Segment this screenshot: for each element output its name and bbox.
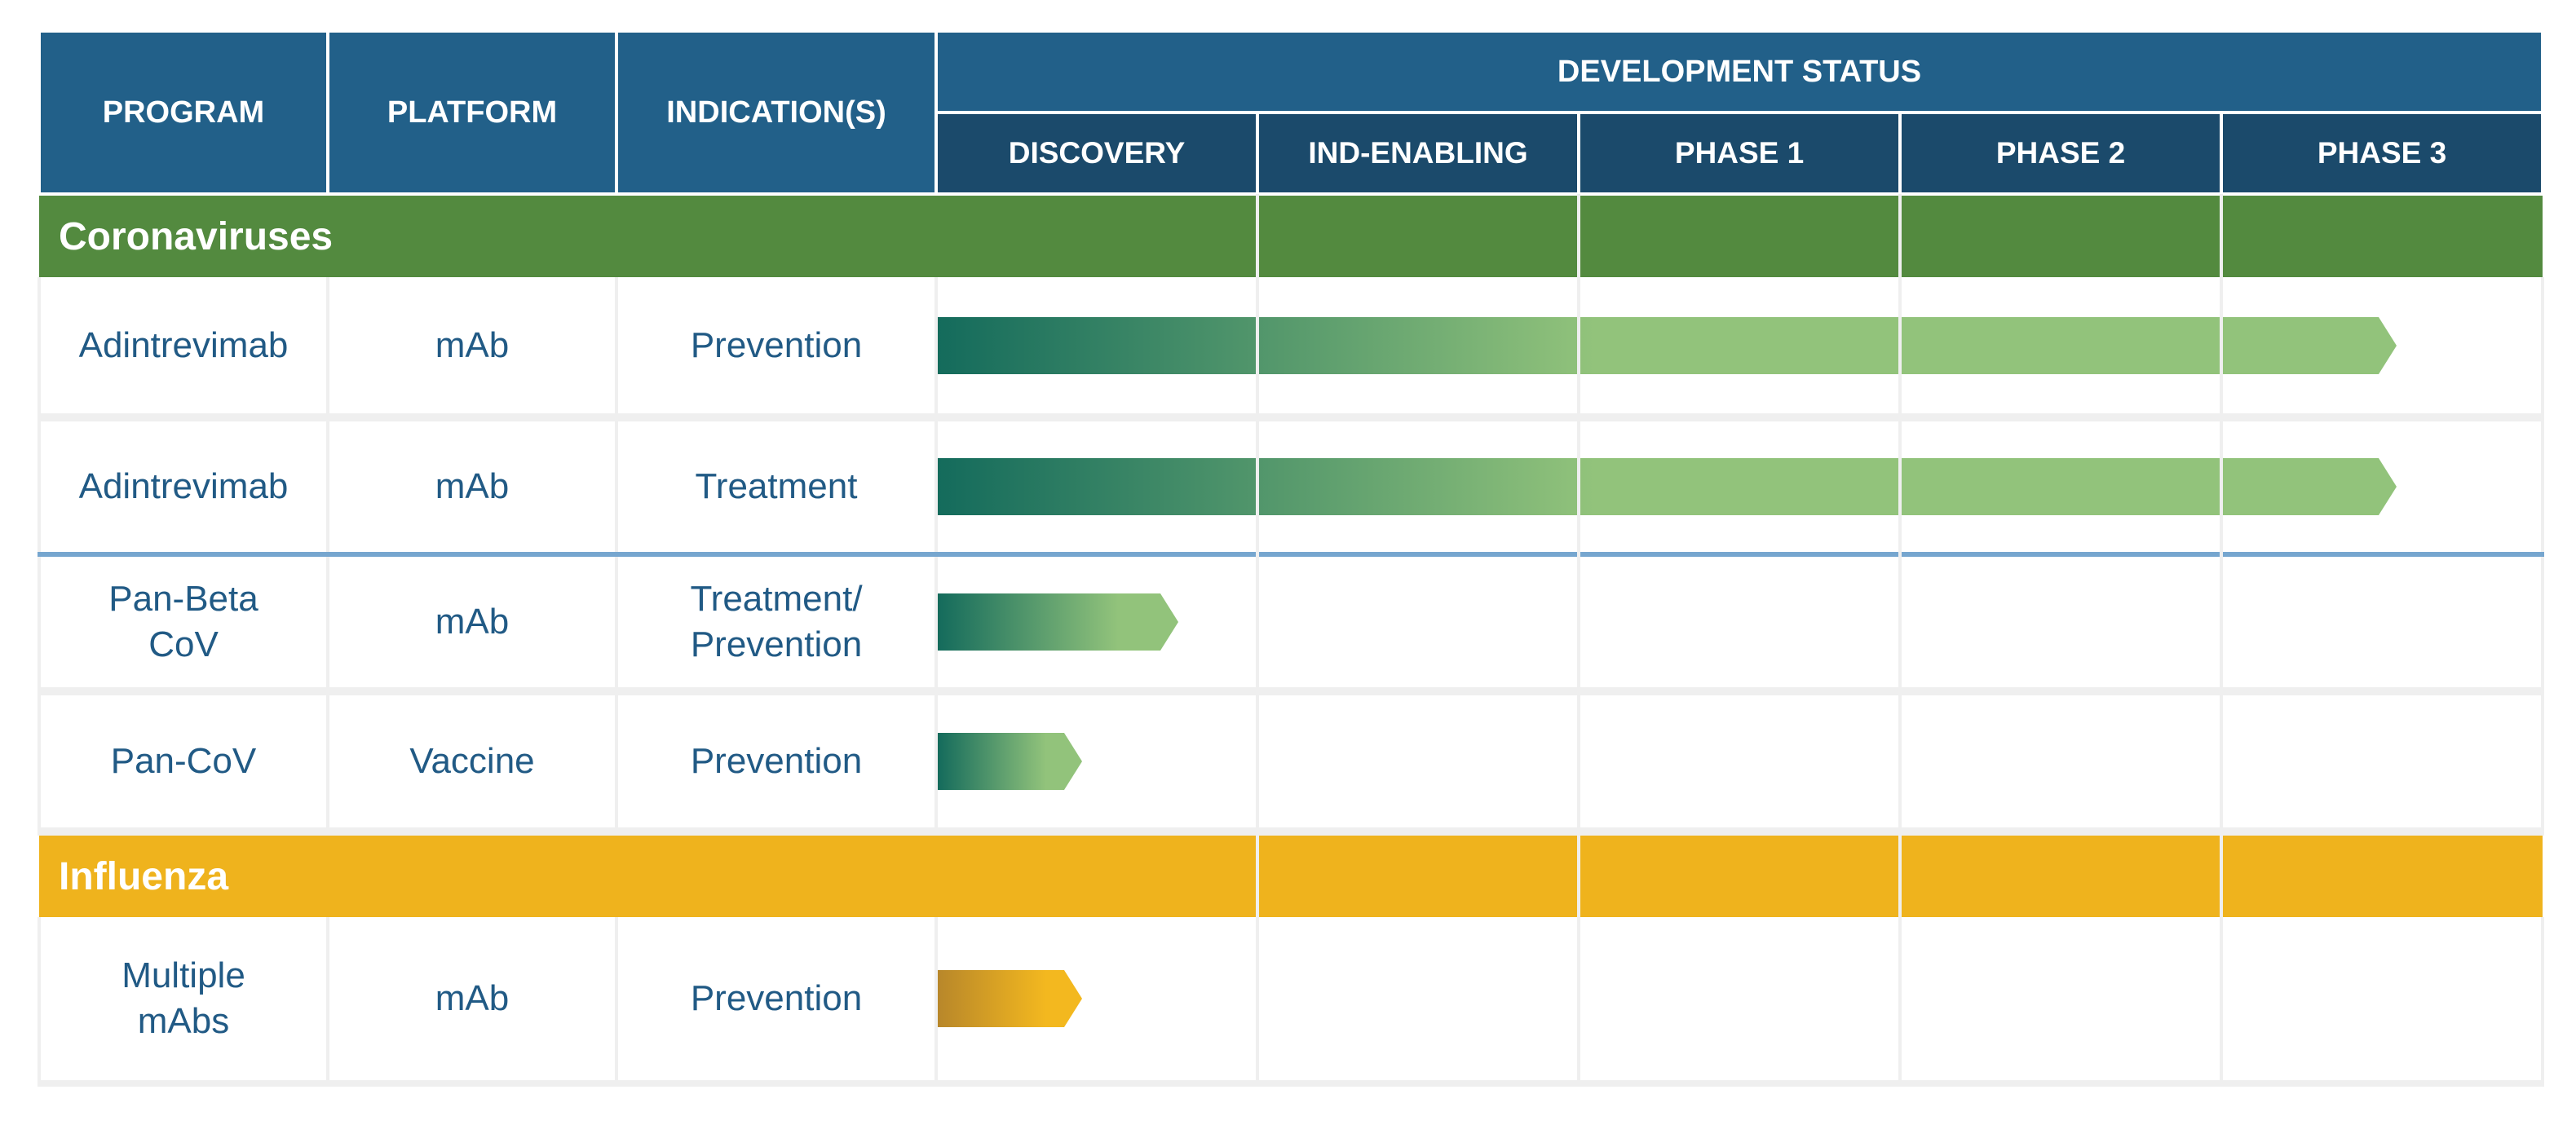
development-progress — [934, 277, 2545, 421]
progress-bar-arrow — [938, 316, 2397, 374]
stage-phase-3: PHASE 3 — [2219, 111, 2545, 196]
progress-bar — [938, 593, 1178, 651]
pipeline-row: Adintrevimab mAb Treatment — [38, 417, 2545, 557]
stage-ind-enabling: IND-ENABLING — [1256, 111, 1580, 196]
progress-bar-arrow — [938, 733, 1082, 790]
indication: Treatment/ Prevention — [615, 554, 938, 695]
development-progress — [934, 554, 2545, 695]
progress-bar — [938, 733, 1082, 790]
program-name: Pan-Beta CoV — [38, 554, 329, 695]
development-progress — [934, 417, 2545, 557]
platform: mAb — [326, 417, 618, 557]
indication: Prevention — [615, 691, 938, 836]
development-progress — [934, 691, 2545, 836]
progress-bar-arrow — [938, 458, 2397, 515]
indication: Prevention — [615, 277, 938, 421]
platform: mAb — [326, 554, 618, 695]
platform: Vaccine — [326, 691, 618, 836]
program-name: Adintrevimab — [38, 417, 329, 557]
pipeline-row: Pan-Beta CoV mAb Treatment/ Prevention — [38, 554, 2545, 695]
section-influenza: Influenza — [39, 832, 2543, 917]
progress-bar-arrow — [938, 593, 1178, 651]
progress-bar — [938, 316, 2397, 374]
progress-bar — [938, 970, 1082, 1027]
indication: Treatment — [615, 417, 938, 557]
pipeline-row: Pan-CoV Vaccine Prevention — [38, 691, 2545, 836]
platform: mAb — [326, 917, 618, 1087]
header-indications: INDICATION(S) — [615, 29, 938, 196]
program-name: Adintrevimab — [38, 277, 329, 421]
program-name: Multiple mAbs — [38, 917, 329, 1087]
pipeline-row: Adintrevimab mAb Prevention — [38, 277, 2545, 421]
header-program: PROGRAM — [38, 29, 329, 196]
pipeline-table: PROGRAM PLATFORM INDICATION(S) DEVELOPME… — [38, 29, 2545, 1087]
header-platform: PLATFORM — [326, 29, 618, 196]
platform: mAb — [326, 277, 618, 421]
stage-phase-2: PHASE 2 — [1898, 111, 2223, 196]
progress-bar — [938, 458, 2397, 515]
progress-bar-arrow — [938, 970, 1082, 1027]
program-name: Pan-CoV — [38, 691, 329, 836]
pipeline-row: Multiple mAbs mAb Prevention — [38, 917, 2545, 1087]
indication: Prevention — [615, 917, 938, 1087]
stage-discovery: DISCOVERY — [935, 111, 1259, 196]
development-progress — [934, 917, 2545, 1087]
stage-phase-1: PHASE 1 — [1577, 111, 1902, 196]
header-development-status: DEVELOPMENT STATUS — [934, 29, 2545, 114]
section-coronaviruses: Coronaviruses — [39, 194, 2543, 277]
